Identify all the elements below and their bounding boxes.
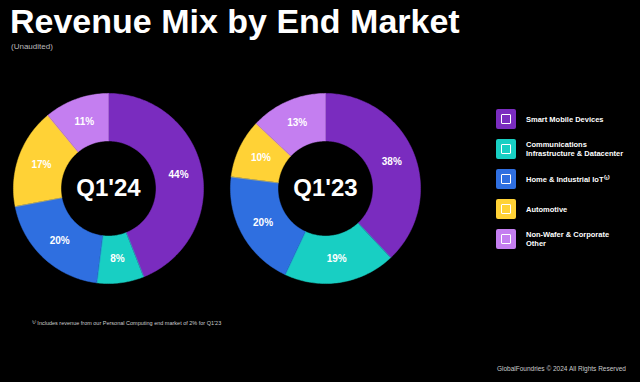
svg-text:20%: 20% [253, 217, 273, 228]
html-text:Home & Industrial IoT⁽¹⁾: Home & Industrial IoT⁽¹⁾ [526, 174, 610, 184]
svg-text:19%: 19% [327, 253, 347, 264]
svg-text:Q1'24: Q1'24 [76, 174, 141, 201]
html-text:GlobalFoundries © 2024 All Rig: GlobalFoundries © 2024 All Rights Reserv… [496, 365, 626, 372]
html-text:Automotive: Automotive [526, 204, 568, 214]
html-text:Communications Infrastructure: Communications Infrastructure & Datacent… [526, 140, 624, 158]
svg-text:11%: 11% [75, 116, 95, 127]
svg-text:17%: 17% [31, 159, 51, 170]
svg-text:38%: 38% [382, 156, 402, 167]
svg-text:20%: 20% [50, 235, 70, 246]
svg-text:44%: 44% [169, 169, 189, 180]
html-text:Revenue Mix by End Market: Revenue Mix by End Market [10, 2, 460, 40]
svg-text:Q1'23: Q1'23 [293, 174, 357, 201]
svg-text:8%: 8% [110, 253, 125, 264]
html-text:Non-Wafer & Corporate Other: Non-Wafer & Corporate Other [526, 230, 610, 248]
svg-text:13%: 13% [287, 117, 307, 128]
html-text:⁽¹⁾ Includes revenue from our: ⁽¹⁾ Includes revenue from our Personal C… [32, 320, 222, 326]
html-text:Smart Mobile Devices: Smart Mobile Devices [526, 114, 604, 124]
html-text:(Unaudited): (Unaudited) [11, 42, 53, 51]
svg-text:10%: 10% [251, 152, 271, 163]
